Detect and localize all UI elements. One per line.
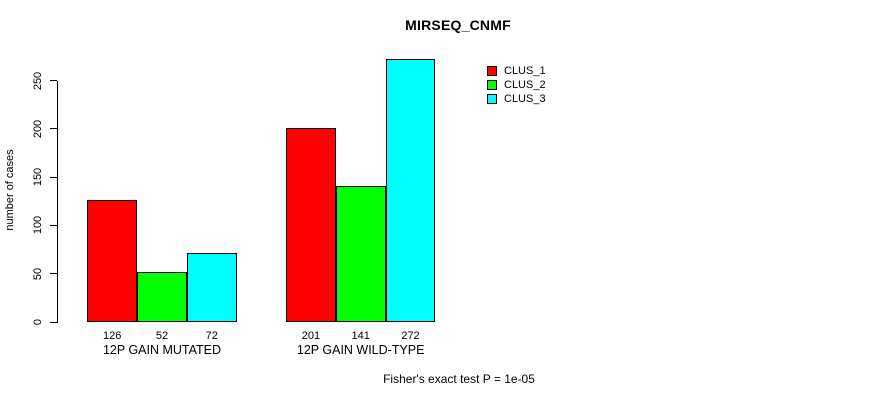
- bar-clus_3: [186, 252, 237, 322]
- legend-label: CLUS_2: [504, 79, 546, 91]
- legend-swatch-clus_1: [487, 66, 497, 76]
- y-axis-tick: [50, 128, 57, 130]
- y-axis-tick-label: 50: [32, 267, 44, 280]
- legend-label: CLUS_1: [504, 65, 546, 77]
- x-axis-category-label: 12P GAIN MUTATED: [102, 343, 222, 357]
- y-axis-tick-label: 0: [32, 318, 44, 326]
- y-axis-tick: [50, 176, 57, 178]
- x-axis-category-label: 12P GAIN WILD-TYPE: [296, 343, 425, 357]
- bar-clus_2: [335, 185, 386, 322]
- bar-value-label: 52: [155, 330, 169, 342]
- bar-value-label: 126: [103, 330, 122, 342]
- bar-value-label: 201: [301, 330, 321, 342]
- bar-clus_3: [385, 59, 436, 322]
- bar-clus_1: [286, 127, 336, 322]
- y-axis-tick-label: 150: [32, 168, 44, 187]
- annotation-fishers-test: Fisher's exact test P = 1e-05: [383, 372, 535, 386]
- y-axis-tick-label: 100: [32, 216, 44, 235]
- y-axis-tick: [50, 80, 57, 82]
- y-axis-tick: [50, 273, 57, 275]
- legend: CLUS_1 CLUS_2 CLUS_3: [487, 65, 546, 107]
- bar-clus_1: [87, 200, 138, 322]
- y-axis-tick-label: 200: [32, 119, 44, 139]
- legend-label: CLUS_3: [504, 93, 546, 105]
- bar-value-label: 272: [401, 330, 420, 342]
- legend-item: CLUS_1: [487, 65, 546, 77]
- legend-item: CLUS_2: [487, 79, 546, 91]
- legend-item: CLUS_3: [487, 93, 546, 105]
- y-axis-tick: [50, 321, 57, 323]
- legend-swatch-clus_2: [487, 80, 497, 90]
- bar-clus_2: [137, 271, 187, 322]
- legend-swatch-clus_3: [487, 94, 497, 104]
- y-axis-tick-label: 250: [32, 71, 44, 90]
- chart-title: MIRSEQ_CNMF: [405, 17, 511, 33]
- y-axis-line: [57, 80, 58, 323]
- bar-value-label: 141: [351, 330, 370, 342]
- bar-value-label: 72: [205, 330, 218, 342]
- y-axis-tick: [50, 224, 57, 226]
